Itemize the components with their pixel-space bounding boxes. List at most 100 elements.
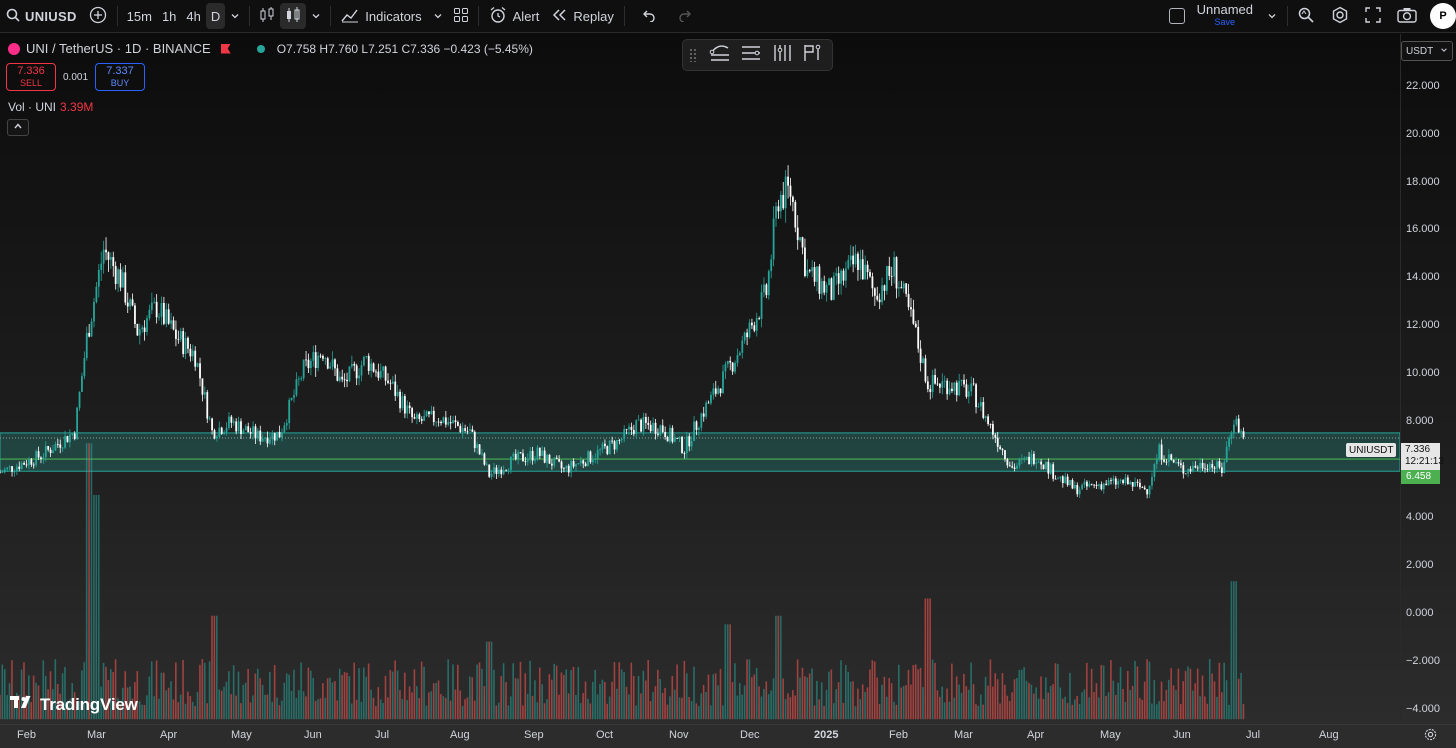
volume-bar (1139, 698, 1141, 720)
volume-bar (1071, 704, 1074, 720)
horizontal-lines-tool[interactable] (738, 42, 764, 68)
quick-search-button[interactable] (1292, 3, 1320, 29)
settings-button[interactable] (1326, 3, 1354, 29)
alert-button[interactable]: Alert (483, 0, 546, 33)
volume-bar (1129, 690, 1131, 720)
legend-title[interactable]: UNI / TetherUS · 1D · BINANCE (26, 41, 211, 56)
volume-bar (358, 668, 360, 720)
sell-button[interactable]: 7.336 SELL (6, 63, 56, 91)
flag-marker-tool[interactable] (800, 42, 826, 68)
layout-checkbox[interactable] (1168, 8, 1185, 24)
volume-bar (403, 672, 406, 720)
trend-line-tool[interactable] (707, 42, 733, 68)
undo-button[interactable] (635, 3, 661, 29)
candle-body (461, 428, 464, 432)
chart-type-dropdown[interactable] (306, 3, 326, 29)
volume-bar (244, 682, 247, 720)
volume-bar (1160, 681, 1163, 720)
candle-body (240, 421, 242, 435)
candle-body (671, 427, 674, 442)
symbol-search[interactable]: UNIUSD (0, 0, 83, 33)
indicators-button[interactable]: Indicators (335, 0, 427, 33)
candle-body (741, 340, 744, 353)
candle-body (751, 322, 753, 326)
flag-icon[interactable] (220, 43, 231, 54)
volume-bar (1218, 662, 1221, 720)
layout-select[interactable]: Unnamed Save (1163, 0, 1283, 33)
volume-bar (155, 660, 158, 720)
fullscreen-button[interactable] (1360, 3, 1386, 29)
volume-bar (401, 698, 404, 720)
collapse-legend-button[interactable] (7, 119, 29, 136)
currency-select[interactable]: USDT (1401, 41, 1453, 61)
chart-settings-button[interactable] (1424, 728, 1437, 744)
time-axis[interactable] (0, 724, 1456, 748)
volume-bar (466, 697, 469, 720)
candle-body (105, 249, 107, 253)
candle-body (806, 270, 809, 276)
candle-body (1066, 476, 1069, 485)
candle-body (666, 436, 669, 442)
candle-body (1208, 464, 1211, 470)
candle-body (1143, 487, 1146, 490)
volume-bar (652, 692, 654, 720)
candle-body (44, 446, 47, 458)
volume-bar (281, 700, 283, 720)
interval-1d[interactable]: D (205, 3, 226, 29)
candle-body (558, 459, 561, 462)
candle-body (926, 381, 929, 390)
chart-pane[interactable] (0, 34, 1400, 724)
volume-bar (760, 696, 763, 720)
layout-grid-button[interactable] (448, 3, 474, 29)
save-label[interactable]: Save (1214, 17, 1236, 27)
price-tick-label: 10.000 (1406, 367, 1440, 380)
candle-body (900, 287, 903, 289)
price-axis[interactable] (1400, 34, 1456, 724)
volume-bar (148, 676, 151, 720)
candles-style-button[interactable] (280, 3, 307, 29)
profile-avatar[interactable]: P (1430, 3, 1456, 29)
price-chart[interactable] (0, 34, 1400, 724)
interval-dropdown[interactable] (225, 3, 245, 29)
volume-bar (88, 443, 90, 720)
volume-bar (141, 704, 143, 720)
volume-bar (738, 683, 741, 720)
vertical-lines-tool[interactable] (769, 42, 795, 68)
candle-body (640, 419, 642, 432)
candle-body (71, 433, 74, 435)
candle-body (264, 437, 266, 439)
buy-button[interactable]: 7.337 BUY (95, 63, 145, 91)
candle-body (490, 473, 493, 477)
candle-body (312, 352, 315, 361)
snapshot-button[interactable] (1392, 3, 1422, 29)
redo-button[interactable] (673, 3, 699, 29)
price-tick-label: −4.000 (1406, 702, 1440, 715)
volume-bar (888, 678, 890, 720)
indicators-dropdown[interactable] (428, 3, 448, 29)
tradingview-logo[interactable]: TradingView (10, 694, 138, 715)
volume-value: 3.39M (60, 100, 94, 114)
bar-style-button[interactable] (254, 3, 280, 29)
chevron-down-icon (311, 9, 321, 24)
candle-body (1196, 467, 1199, 469)
candle-body (153, 301, 156, 303)
candle-body (1124, 477, 1127, 483)
candle-body (13, 471, 16, 473)
volume-bar (387, 697, 389, 720)
candle-body (534, 459, 536, 461)
volume-bar (799, 677, 801, 720)
candle-body (912, 309, 915, 324)
compare-symbol-button[interactable] (83, 0, 113, 33)
interval-15m[interactable]: 15m (126, 8, 152, 24)
uni-coin-icon (8, 42, 20, 55)
volume-bar (910, 684, 912, 720)
drag-handle-icon[interactable] (689, 48, 697, 62)
replay-button[interactable]: Replay (545, 0, 619, 33)
candle-body (883, 285, 886, 291)
volume-bar (729, 624, 731, 720)
interval-1h[interactable]: 1h (161, 8, 177, 24)
candle-body (1160, 444, 1163, 460)
interval-4h[interactable]: 4h (186, 8, 201, 24)
candle-body (604, 443, 606, 447)
candle-body (1093, 484, 1096, 486)
